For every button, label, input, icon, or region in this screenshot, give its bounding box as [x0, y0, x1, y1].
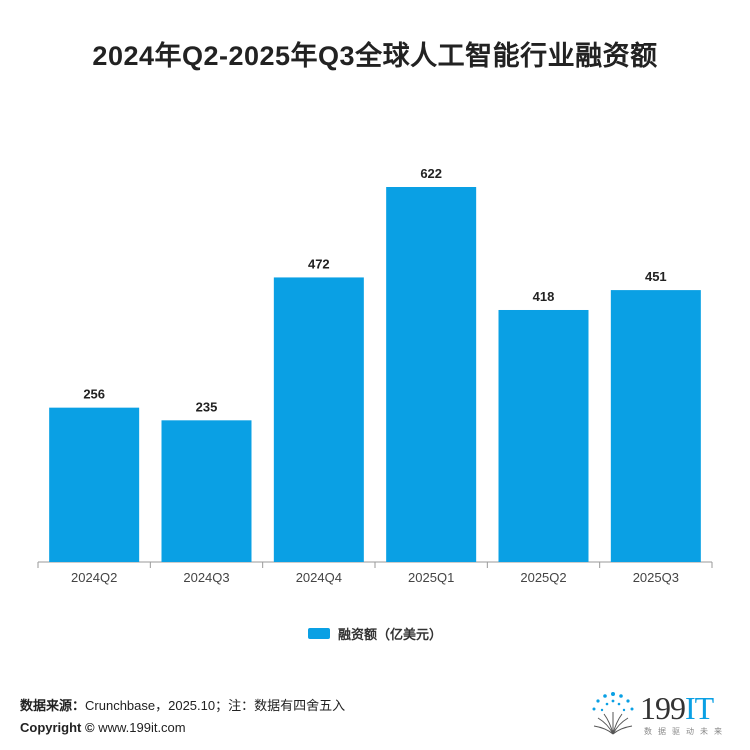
- copyright-note: Copyright © www.199it.com: [20, 720, 186, 735]
- tick-label-2024Q2: 2024Q2: [71, 570, 117, 585]
- data-label-2025Q3: 451: [645, 269, 667, 284]
- chart-title: 2024年Q2-2025年Q3全球人工智能行业融资额: [92, 41, 658, 71]
- logo-text-main: 199: [640, 690, 686, 726]
- bar-2024Q3: [161, 420, 252, 562]
- source-text: Crunchbase，2025.10；注：数据有四舍五入: [85, 698, 346, 713]
- data-label-2024Q2: 256: [83, 387, 105, 402]
- bar-2024Q4: [273, 277, 364, 562]
- source-label: 数据来源：: [20, 698, 86, 713]
- logo-burst-icon: [592, 692, 634, 735]
- bar-2025Q1: [386, 187, 477, 562]
- bar-2025Q2: [498, 309, 589, 562]
- legend: 融资额（亿美元）: [0, 624, 750, 643]
- data-label-2024Q3: 235: [196, 399, 218, 414]
- copyright-text: www.199it.com: [94, 720, 186, 735]
- tick-label-2025Q1: 2025Q1: [408, 570, 454, 585]
- tick-label-2025Q3: 2025Q3: [633, 570, 679, 585]
- bar-2024Q2: [49, 407, 140, 562]
- logo-subtitle: 数据驱动未来: [644, 727, 728, 736]
- data-label-2025Q2: 418: [533, 289, 555, 304]
- bar-chart: 256 2024Q2 235 2024Q3 472 2024Q4 622 2025Q1 418 2…: [37, 166, 713, 585]
- logo-text-accent: IT: [685, 690, 714, 726]
- brand-logo: 199IT 数据驱动未来: [588, 688, 738, 738]
- copyright-label: Copyright ©: [20, 720, 95, 735]
- data-label-2024Q4: 472: [308, 256, 330, 271]
- legend-swatch: [307, 628, 330, 639]
- logo-wordmark: 199IT: [640, 690, 714, 727]
- legend-label: 融资额（亿美元）: [337, 627, 442, 642]
- data-label-2025Q1: 622: [420, 166, 442, 181]
- bar-2025Q3: [610, 290, 701, 562]
- tick-label-2024Q3: 2024Q3: [183, 570, 229, 585]
- source-note: 数据来源：Crunchbase，2025.10；注：数据有四舍五入: [20, 695, 345, 714]
- tick-label-2024Q4: 2024Q4: [296, 570, 342, 585]
- tick-label-2025Q2: 2025Q2: [520, 570, 566, 585]
